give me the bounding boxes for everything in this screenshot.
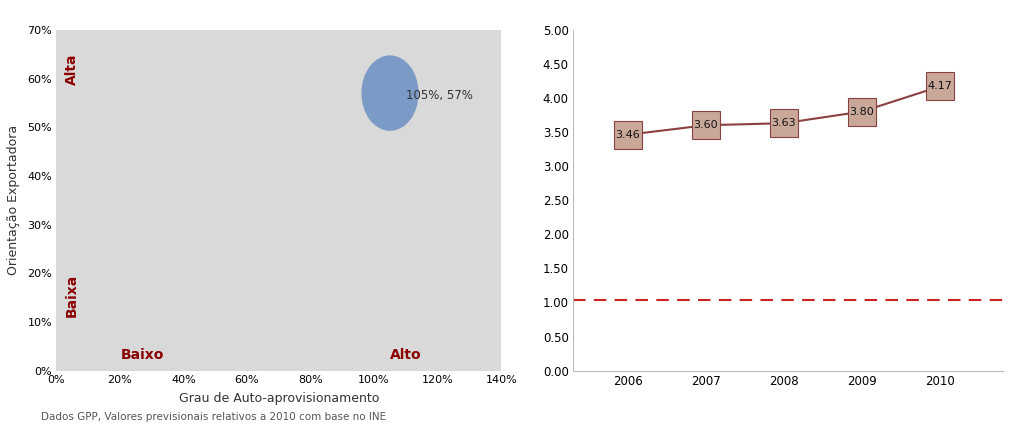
Y-axis label: Orientação Exportadora: Orientação Exportadora: [7, 125, 20, 275]
X-axis label: Grau de Auto-aprovisionamento: Grau de Auto-aprovisionamento: [179, 392, 379, 405]
Text: 3.60: 3.60: [694, 120, 718, 130]
Text: Baixa: Baixa: [65, 273, 79, 317]
Text: Baixo: Baixo: [121, 348, 164, 362]
Text: Alta: Alta: [65, 53, 79, 84]
Text: 3.63: 3.63: [771, 118, 796, 128]
Text: 3.80: 3.80: [849, 106, 875, 117]
Ellipse shape: [361, 55, 418, 131]
Text: 4.17: 4.17: [928, 81, 952, 92]
Text: Alto: Alto: [390, 348, 421, 362]
Text: 105%, 57%: 105%, 57%: [406, 89, 473, 102]
Text: Dados GPP, Valores previsionais relativos a 2010 com base no INE: Dados GPP, Valores previsionais relativo…: [41, 412, 386, 422]
Text: 3.46: 3.46: [615, 130, 640, 140]
